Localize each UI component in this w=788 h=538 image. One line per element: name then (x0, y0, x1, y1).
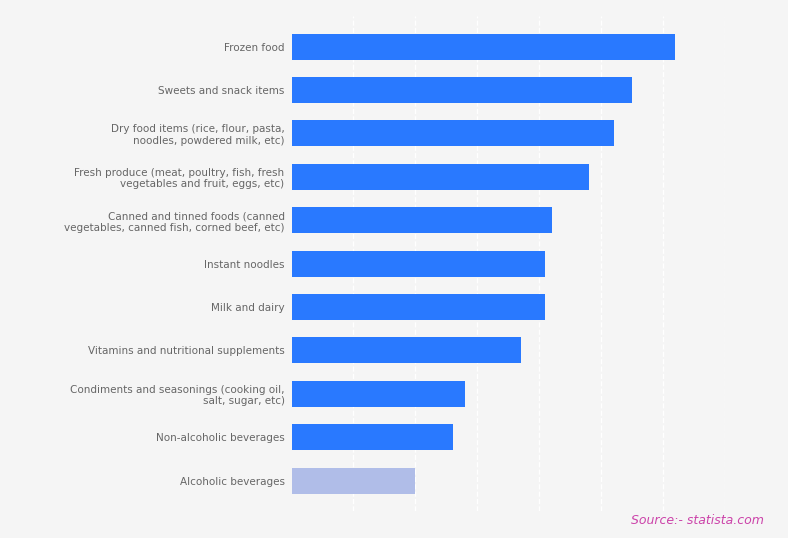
Bar (292, 251, 545, 277)
Text: Source:- statista.com: Source:- statista.com (631, 514, 764, 527)
Bar (292, 337, 521, 364)
Bar (292, 121, 614, 146)
Bar (292, 77, 632, 103)
Bar (292, 164, 589, 190)
Bar (292, 33, 675, 60)
Bar (292, 468, 415, 494)
Bar (292, 207, 552, 233)
Bar (292, 424, 452, 450)
Bar (292, 381, 465, 407)
Bar (292, 294, 545, 320)
